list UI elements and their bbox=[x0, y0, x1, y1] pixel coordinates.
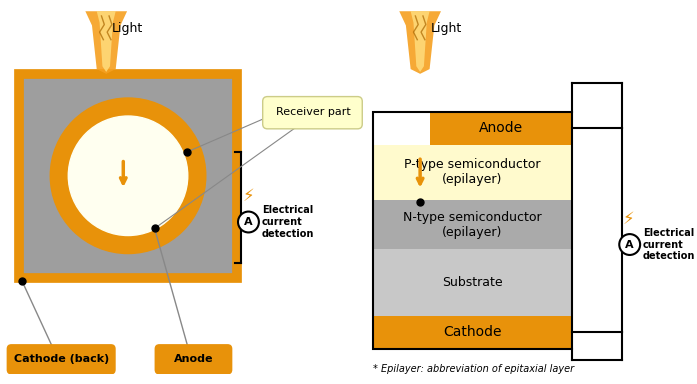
Bar bbox=[373, 112, 572, 349]
Polygon shape bbox=[411, 11, 429, 72]
Text: ⚡: ⚡ bbox=[243, 187, 254, 205]
Text: N-type semiconductor
(epilayer): N-type semiconductor (epilayer) bbox=[403, 210, 542, 238]
Bar bbox=[373, 145, 572, 200]
FancyBboxPatch shape bbox=[263, 97, 362, 129]
Circle shape bbox=[50, 98, 206, 253]
Polygon shape bbox=[85, 11, 127, 74]
Text: Cathode (back): Cathode (back) bbox=[14, 354, 109, 364]
Bar bbox=[429, 112, 572, 145]
Polygon shape bbox=[399, 11, 441, 74]
Bar bbox=[373, 316, 572, 349]
Circle shape bbox=[238, 212, 259, 232]
FancyBboxPatch shape bbox=[155, 344, 232, 374]
Text: Light: Light bbox=[431, 22, 462, 35]
Text: A: A bbox=[244, 217, 253, 227]
Text: A: A bbox=[625, 240, 634, 250]
Text: P-type semiconductor
(epilayer): P-type semiconductor (epilayer) bbox=[404, 159, 541, 187]
Text: Anode: Anode bbox=[479, 121, 523, 135]
Polygon shape bbox=[97, 11, 116, 72]
Text: Cathode: Cathode bbox=[443, 325, 502, 339]
Bar bbox=[19, 74, 237, 278]
Text: Receiver part: Receiver part bbox=[275, 107, 351, 117]
Bar bbox=[373, 200, 572, 249]
Circle shape bbox=[619, 234, 640, 255]
Text: ⚡: ⚡ bbox=[623, 210, 634, 228]
Text: Anode: Anode bbox=[174, 354, 213, 364]
FancyBboxPatch shape bbox=[7, 344, 116, 374]
Text: Substrate: Substrate bbox=[442, 276, 503, 289]
Text: Light: Light bbox=[112, 22, 143, 35]
Circle shape bbox=[68, 116, 187, 235]
Text: * Epilayer: abbreviation of epitaxial layer: * Epilayer: abbreviation of epitaxial la… bbox=[373, 364, 574, 374]
Bar bbox=[373, 249, 572, 316]
Text: Electrical
current
detection: Electrical current detection bbox=[643, 228, 696, 261]
Text: Electrical
current
detection: Electrical current detection bbox=[262, 205, 314, 238]
